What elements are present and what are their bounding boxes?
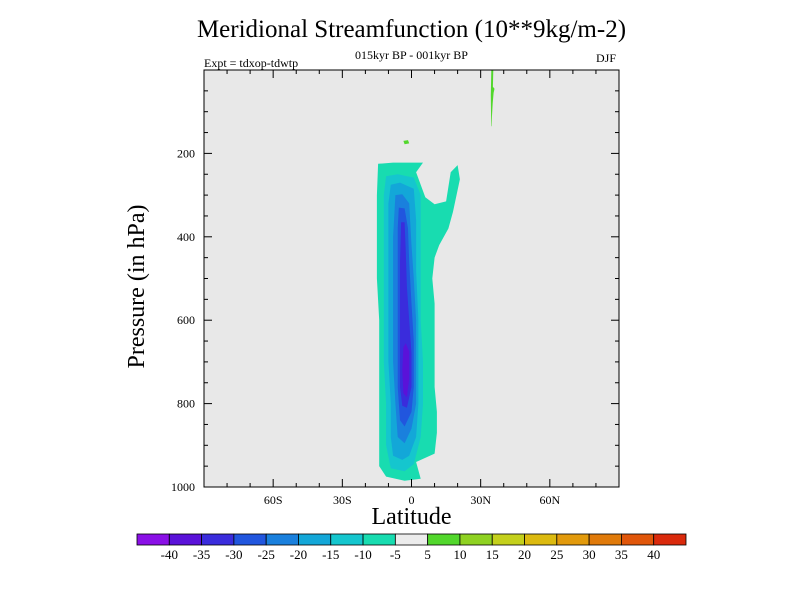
- colorbar-label: 30: [583, 547, 596, 562]
- y-tick-label: 200: [177, 146, 195, 160]
- y-tick-label: 800: [177, 397, 195, 411]
- colorbar-label: 5: [424, 547, 431, 562]
- colorbar-swatch: [394, 533, 429, 546]
- y-tick-label: 400: [177, 230, 195, 244]
- experiment-annotation: Expt = tdxop-tdwtp: [204, 56, 299, 70]
- tick-layer: 60S 30S 0 30N 60N 200 400 600 800 1000: [171, 70, 619, 507]
- colorbar-swatch: [459, 533, 493, 546]
- colorbar-label: 35: [615, 547, 628, 562]
- season-annotation: DJF: [596, 51, 617, 65]
- colorbar-label: -10: [354, 547, 371, 562]
- colorbar-swatch: [330, 533, 364, 546]
- colorbar-swatch: [362, 533, 396, 546]
- colorbar: -40 -35 -30 -25 -20 -15 -10 -5 5 10 15 20 25 30 35 40: [136, 533, 687, 562]
- contour-layer: [376, 70, 495, 481]
- colorbar-swatch: [653, 533, 687, 546]
- colorbar-label: -15: [322, 547, 339, 562]
- contour-band-6: [402, 343, 410, 398]
- x-tick-label: 60S: [264, 493, 283, 507]
- y-tick-label: 1000: [171, 480, 195, 494]
- colorbar-label: -5: [390, 547, 401, 562]
- x-tick-label: 30N: [470, 493, 491, 507]
- colorbar-label: -25: [258, 547, 275, 562]
- colorbar-label: -40: [161, 547, 178, 562]
- colorbar-swatch: [427, 533, 461, 546]
- colorbar-swatch: [524, 533, 558, 546]
- x-tick-label: 60N: [539, 493, 560, 507]
- chart-subtitle: 015kyr BP - 001kyr BP: [355, 48, 468, 62]
- colorbar-swatch: [136, 533, 170, 546]
- contour-band-8: [490, 70, 495, 127]
- colorbar-swatch: [201, 533, 235, 546]
- colorbar-label: 40: [647, 547, 660, 562]
- colorbar-label: 10: [453, 547, 466, 562]
- y-tick-label: 600: [177, 313, 195, 327]
- x-axis-label: Latitude: [372, 504, 452, 530]
- colorbar-swatch: [168, 533, 202, 546]
- colorbar-label: -20: [290, 547, 307, 562]
- colorbar-swatch: [621, 533, 655, 546]
- colorbar-swatch: [233, 533, 267, 546]
- colorbar-label: 20: [518, 547, 531, 562]
- colorbar-label: 25: [550, 547, 563, 562]
- colorbar-swatch: [491, 533, 525, 546]
- colorbar-label: -35: [193, 547, 210, 562]
- colorbar-swatch: [556, 533, 590, 546]
- x-tick-label: 30S: [333, 493, 352, 507]
- colorbar-label: 15: [486, 547, 499, 562]
- colorbar-swatch: [588, 533, 622, 546]
- colorbar-swatch: [265, 533, 299, 546]
- contour-band-7: [403, 140, 410, 145]
- colorbar-label: -30: [225, 547, 242, 562]
- y-axis-label: Pressure (in hPa): [124, 205, 150, 369]
- colorbar-swatch: [298, 533, 332, 546]
- x-tick-label: 0: [409, 493, 415, 507]
- chart-title: Meridional Streamfunction (10**9kg/m-2): [196, 16, 627, 43]
